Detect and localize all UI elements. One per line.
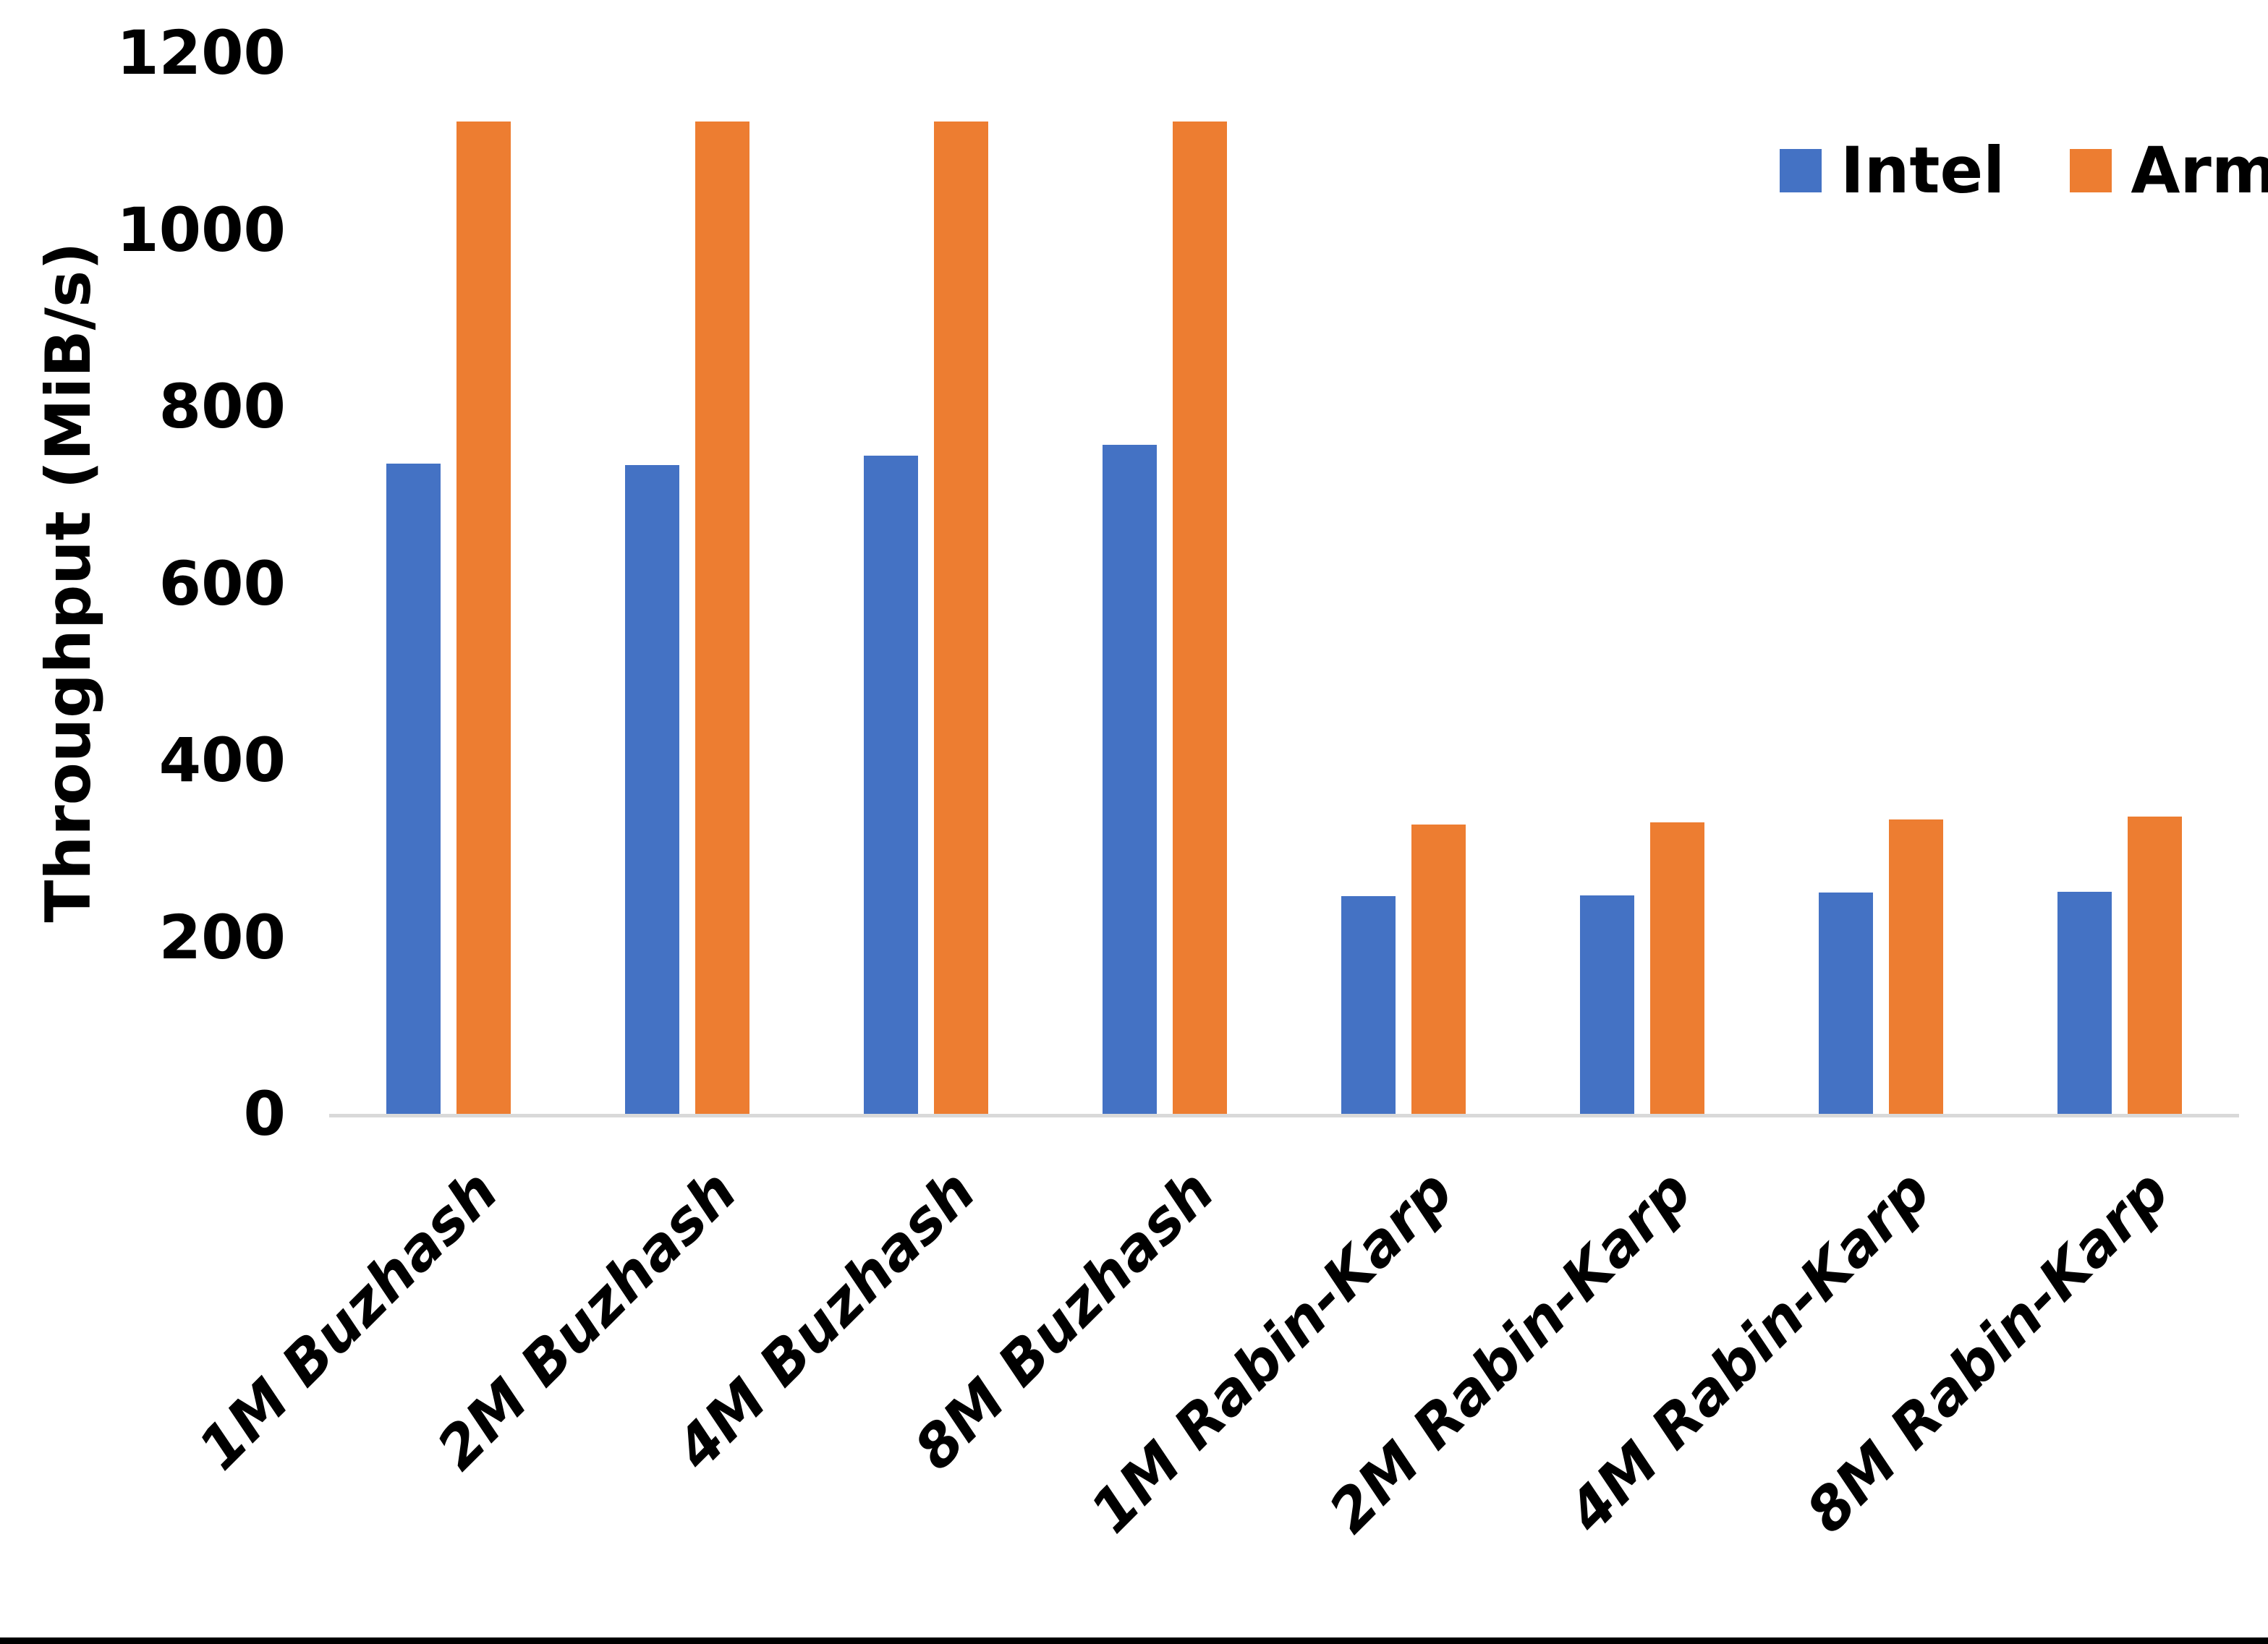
y-tick-label: 800	[158, 371, 286, 442]
legend-swatch-intel	[1780, 149, 1822, 192]
y-tick-label: 400	[158, 725, 286, 796]
bar-arm-1m-buzhash	[456, 122, 511, 1114]
bar-arm-4m-rabin-karp	[1889, 819, 1943, 1114]
bar-intel-8m-rabin-karp	[2057, 892, 2112, 1114]
bar-arm-1m-rabin-karp	[1411, 825, 1466, 1114]
bottom-frame-bar	[0, 1637, 2268, 1644]
y-tick-label: 1200	[116, 17, 286, 88]
bar-intel-4m-rabin-karp	[1819, 893, 1873, 1114]
y-tick-label: 0	[243, 1078, 286, 1149]
bar-arm-8m-buzhash	[1173, 122, 1227, 1114]
y-tick-label: 1000	[116, 194, 286, 265]
legend: Intel Arm	[1780, 139, 2268, 203]
bar-intel-2m-buzhash	[625, 464, 679, 1114]
y-tick-label: 200	[158, 901, 286, 973]
bar-arm-2m-buzhash	[695, 122, 749, 1114]
bar-intel-2m-rabin-karp	[1580, 895, 1634, 1114]
bar-intel-8m-buzhash	[1103, 444, 1157, 1114]
legend-item-arm: Arm	[2070, 139, 2268, 203]
legend-label-intel: Intel	[1840, 133, 2005, 208]
bar-intel-4m-buzhash	[864, 456, 918, 1114]
bar-arm-4m-buzhash	[934, 122, 988, 1114]
bar-intel-1m-buzhash	[386, 464, 441, 1114]
y-tick-label: 600	[158, 548, 286, 619]
legend-label-arm: Arm	[2131, 133, 2268, 208]
bar-arm-2m-rabin-karp	[1650, 822, 1704, 1114]
bar-arm-8m-rabin-karp	[2128, 817, 2182, 1114]
legend-swatch-arm	[2070, 149, 2112, 192]
x-axis-line	[329, 1114, 2239, 1117]
legend-item-intel: Intel	[1780, 139, 2005, 203]
bar-intel-1m-rabin-karp	[1341, 896, 1396, 1114]
